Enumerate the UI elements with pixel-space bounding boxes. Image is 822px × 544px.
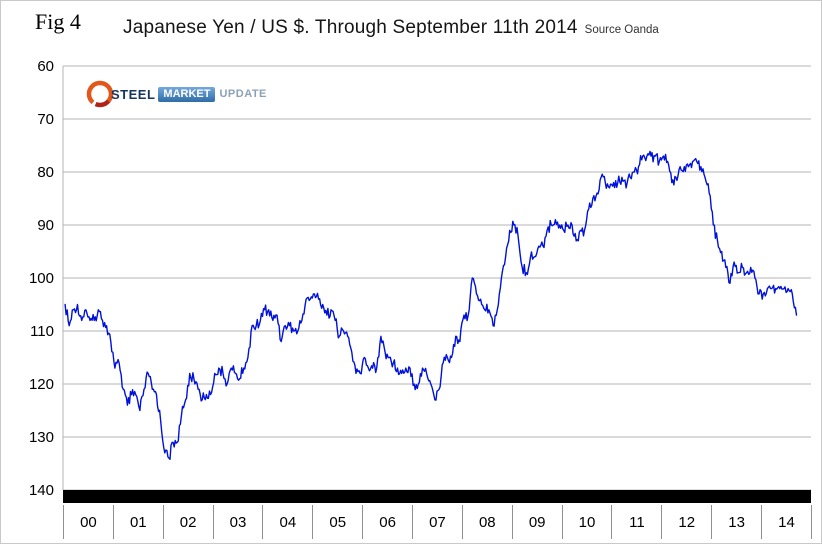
x-axis-label: 05	[313, 505, 364, 539]
y-axis-label: 70	[37, 111, 54, 128]
y-axis-label: 60	[37, 58, 54, 75]
x-axis-label: 12	[662, 505, 713, 539]
y-axis-label: 80	[37, 164, 54, 181]
chart-title: Japanese Yen / US $. Through September 1…	[123, 17, 578, 38]
y-axis-label: 90	[37, 217, 54, 234]
y-axis-label: 110	[30, 323, 54, 340]
x-axis-label: 08	[463, 505, 513, 539]
x-axis-label: 07	[413, 505, 463, 539]
x-axis-label: 06	[363, 505, 414, 539]
axis-base-bar	[63, 490, 811, 503]
x-axis-label: 11	[612, 505, 663, 539]
y-axis-label: 140	[29, 482, 54, 499]
chart-source: Source Oanda	[584, 24, 659, 36]
x-axis-label: 14	[762, 505, 812, 539]
y-axis-label: 100	[29, 270, 54, 287]
logo-text-steel: STEEL	[111, 86, 156, 102]
logo-text-market: MARKET	[158, 86, 216, 102]
x-axis-label: 09	[513, 505, 563, 539]
x-axis-label: 02	[164, 505, 214, 539]
x-axis: 00 01 02 03 04 05 06 07 08 09 10 11 12 13 14	[63, 505, 812, 539]
y-axis-label: 130	[29, 429, 54, 446]
logo-text-update: UPDATE	[219, 88, 267, 100]
y-axis-label: 120	[29, 376, 54, 393]
x-axis-label: 01	[114, 505, 164, 539]
exchange-rate-series	[64, 150, 798, 460]
x-axis-label: 13	[712, 505, 763, 539]
x-axis-label: 10	[563, 505, 613, 539]
x-axis-label: 03	[214, 505, 264, 539]
steel-market-update-logo: STEEL MARKET UPDATE	[85, 79, 267, 109]
x-axis-label: 04	[263, 505, 314, 539]
x-axis-label: 00	[64, 505, 114, 539]
logo-swoosh-icon	[86, 80, 114, 108]
chart-header: Japanese Yen / US $. Through September 1…	[123, 17, 659, 39]
figure-label: Fig 4	[35, 9, 81, 34]
